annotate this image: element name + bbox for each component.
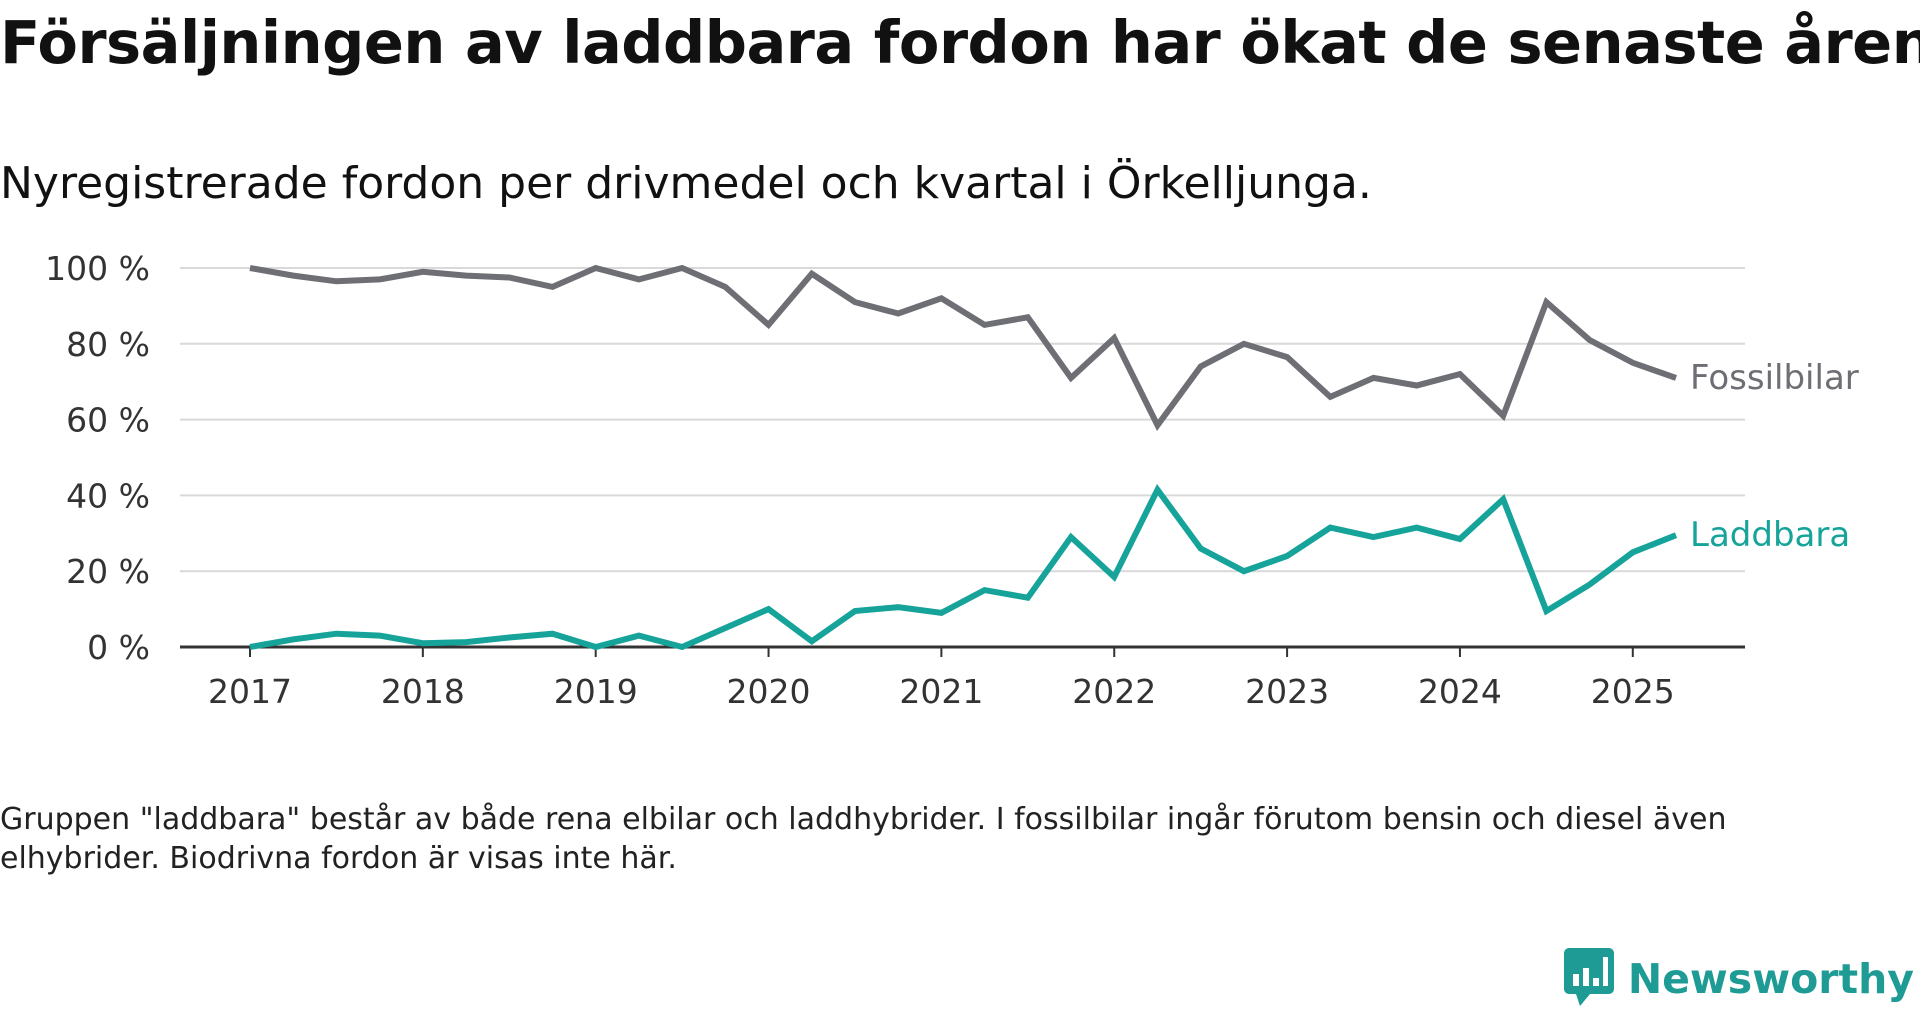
- x-tick-label: 2023: [1245, 672, 1329, 711]
- footnote: Gruppen "laddbara" består av både rena e…: [0, 802, 1727, 876]
- x-tick-label: 2025: [1591, 672, 1675, 711]
- line-chart: 0 % 20 % 40 % 60 % 80 % 100 % 2017 2018 2019 202…: [45, 249, 1859, 711]
- gridlines: [180, 267, 1745, 573]
- series-labels: Fossilbilar Laddbara: [1690, 358, 1859, 555]
- x-axis: 2017 2018 2019 2020 2021 2022 2023 2024 2025: [180, 645, 1745, 711]
- series-label-laddbara: Laddbara: [1690, 515, 1850, 555]
- series-line-laddbara: [249, 483, 1678, 651]
- x-tick-label: 2019: [554, 672, 638, 711]
- x-tick-label: 2018: [381, 672, 465, 711]
- x-tick-label: 2021: [899, 672, 983, 711]
- x-tick-label: 2022: [1072, 672, 1156, 711]
- brand-name: Newsworthy: [1627, 955, 1914, 1003]
- chart-subtitle: Nyregistrerade fordon per drivmedel och …: [0, 158, 1372, 209]
- y-axis: 0 % 20 % 40 % 60 % 80 % 100 %: [45, 249, 150, 667]
- x-tick-label: 2024: [1418, 672, 1502, 711]
- x-tick-label: 2017: [208, 672, 292, 711]
- x-tick-label: 2020: [727, 672, 811, 711]
- newsworthy-logo-icon: [1563, 948, 1614, 1010]
- y-tick-label: 40 %: [66, 476, 150, 515]
- y-tick-label: 0 %: [87, 628, 150, 667]
- y-tick-label: 80 %: [66, 325, 150, 364]
- y-tick-label: 20 %: [66, 552, 150, 591]
- y-tick-label: 60 %: [66, 401, 150, 440]
- y-tick-label: 100 %: [45, 249, 150, 288]
- series-label-fossilbilar: Fossilbilar: [1690, 358, 1859, 398]
- series-line-fossilbilar: [249, 264, 1677, 432]
- chart-title: Försäljningen av laddbara fordon har öka…: [0, 8, 1920, 77]
- series-lines: [249, 264, 1678, 651]
- brand-logo: Newsworthy: [1563, 948, 1914, 1010]
